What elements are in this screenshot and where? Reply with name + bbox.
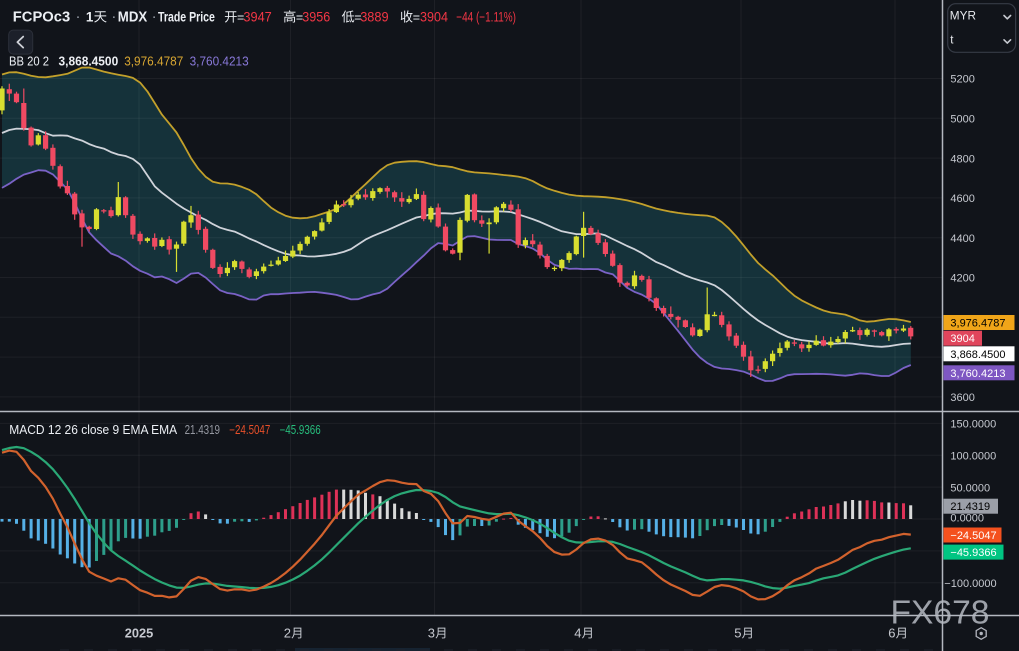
svg-text:1: 1 [86, 10, 94, 25]
svg-text:21.4319: 21.4319 [950, 501, 990, 513]
svg-text:MDX: MDX [118, 10, 148, 26]
svg-text:−45.9366: −45.9366 [950, 547, 996, 559]
svg-text:4: 4 [574, 626, 581, 641]
svg-text:3,760.4213: 3,760.4213 [190, 55, 249, 69]
svg-text:=: = [237, 11, 244, 25]
svg-text:50.0000: 50.0000 [950, 482, 990, 494]
svg-text:3,760.4213: 3,760.4213 [950, 368, 1005, 380]
svg-text:5000: 5000 [950, 114, 974, 126]
svg-text:MACD 12 26 close 9 EMA EMA: MACD 12 26 close 9 EMA EMA [9, 423, 177, 437]
svg-text:3,976.4787: 3,976.4787 [124, 55, 183, 69]
svg-text:−24.5047: −24.5047 [950, 530, 996, 542]
svg-text:−44 (−1.11%): −44 (−1.11%) [456, 10, 516, 25]
svg-text:−100.0000: −100.0000 [944, 578, 996, 590]
svg-text:4400: 4400 [950, 233, 974, 245]
svg-text:t: t [950, 35, 954, 47]
svg-text:3956: 3956 [302, 10, 330, 25]
svg-text:3904: 3904 [420, 10, 448, 25]
svg-text:=: = [413, 11, 420, 25]
svg-text:3: 3 [428, 626, 435, 641]
svg-text:6: 6 [888, 626, 895, 641]
svg-text:−45.9366: −45.9366 [280, 423, 321, 437]
svg-text:·: · [76, 8, 81, 25]
svg-text:3947: 3947 [243, 10, 271, 25]
svg-text:2: 2 [284, 626, 291, 641]
svg-text:3,976.4787: 3,976.4787 [950, 318, 1005, 330]
svg-text:3600: 3600 [950, 392, 974, 404]
svg-text:5: 5 [734, 626, 741, 641]
svg-text:·: · [111, 8, 116, 25]
svg-text:Trade Price: Trade Price [158, 9, 215, 25]
svg-text:4200: 4200 [950, 273, 974, 285]
svg-text:5200: 5200 [950, 74, 974, 86]
svg-text:MYR: MYR [950, 11, 976, 23]
svg-text:21.4319: 21.4319 [185, 423, 220, 437]
svg-text:=: = [354, 11, 361, 25]
svg-text:3889: 3889 [360, 10, 388, 25]
svg-text:4800: 4800 [950, 153, 974, 165]
svg-text:3,868.4500: 3,868.4500 [59, 55, 119, 69]
svg-text:3,868.4500: 3,868.4500 [950, 349, 1005, 361]
svg-text:−24.5047: −24.5047 [229, 423, 270, 437]
svg-text:3904: 3904 [950, 333, 974, 345]
svg-text:0.0000: 0.0000 [950, 512, 984, 524]
svg-text:FX678: FX678 [891, 594, 990, 631]
svg-text:=: = [296, 11, 303, 25]
svg-text:BB 20 2: BB 20 2 [9, 55, 49, 69]
svg-text:FCPOc3: FCPOc3 [13, 10, 70, 26]
svg-text:100.0000: 100.0000 [950, 450, 996, 462]
svg-text:150.0000: 150.0000 [950, 419, 996, 431]
svg-text:·: · [152, 8, 157, 25]
svg-text:4600: 4600 [950, 193, 974, 205]
svg-text:2025: 2025 [125, 626, 154, 641]
